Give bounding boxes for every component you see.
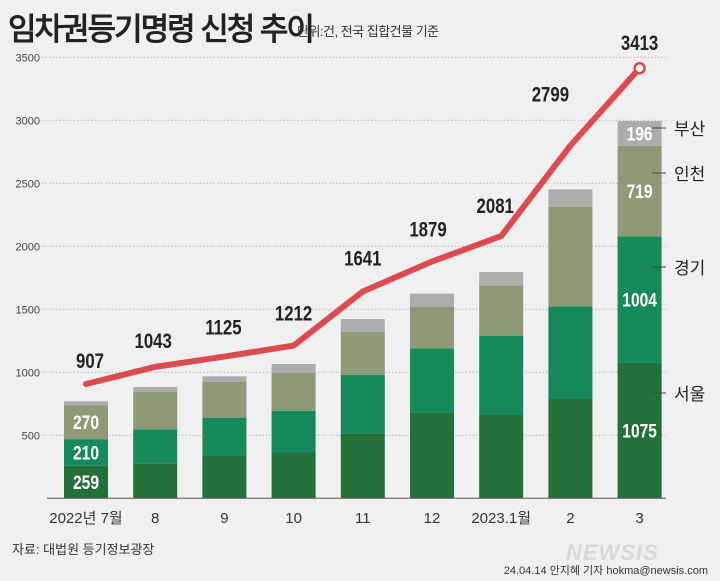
- line-data-label: 3413: [621, 33, 658, 56]
- bar-segment-인천: [64, 405, 108, 440]
- x-tick-label: 10: [285, 510, 302, 527]
- legend-label-서울: 서울: [674, 385, 705, 404]
- legend-label-인천: 인천: [674, 165, 705, 184]
- bar-data-label: 719: [627, 181, 653, 203]
- bar-segment-서울: [340, 433, 385, 499]
- bar-segment-경기: [202, 417, 247, 456]
- x-tick-label: 2022년 7월: [49, 510, 122, 527]
- bar-segment-경기: [617, 236, 662, 363]
- bar-segment-인천: [548, 206, 593, 307]
- bar-segment-부산: [202, 376, 247, 383]
- bar-segment-경기: [410, 348, 454, 413]
- x-tick-label: 3: [635, 510, 643, 527]
- bar-segment-서울: [617, 362, 662, 499]
- y-tick-label: 500: [22, 430, 40, 442]
- line-data-label: 907: [76, 350, 104, 373]
- bar-segment-서울: [202, 455, 247, 499]
- bar-segment-서울: [271, 452, 316, 499]
- bar-segment-서울: [410, 412, 454, 499]
- bar-segment-서울: [133, 463, 178, 499]
- bar-segment-부산: [271, 363, 316, 373]
- x-tick-label: 2023.1월: [471, 510, 531, 527]
- bar-segment-인천: [133, 391, 178, 430]
- bar-data-label: 1004: [622, 289, 657, 311]
- bar-segment-부산: [64, 401, 108, 406]
- x-tick-label: 11: [355, 510, 371, 527]
- bar-segment-부산: [340, 319, 385, 332]
- bar-segment-부산: [410, 293, 454, 307]
- bar-segment-인천: [202, 382, 247, 418]
- bar-segment-경기: [548, 306, 593, 400]
- bar-segment-인천: [410, 306, 454, 349]
- bar-data-label: 259: [73, 471, 99, 493]
- bar-segment-경기: [479, 335, 524, 416]
- bar-data-label: 1075: [622, 420, 657, 442]
- bar-segment-경기: [64, 439, 108, 466]
- y-tick-label: 3000: [16, 115, 40, 127]
- bar-segment-인천: [479, 285, 524, 336]
- line-data-label: 2081: [477, 195, 515, 218]
- y-tick-label: 2500: [16, 178, 40, 190]
- bar-segment-인천: [340, 331, 385, 375]
- line-data-label: 2799: [532, 84, 569, 107]
- line-end-marker: [633, 62, 646, 75]
- unit-note: 단위:건, 전국 집합건물 기준: [297, 24, 439, 39]
- bar-data-label: 196: [627, 123, 653, 145]
- x-tick-label: 2: [566, 510, 574, 527]
- bar-segment-인천: [617, 145, 662, 237]
- bar-data-label: 210: [73, 442, 99, 464]
- bar-segment-부산: [617, 121, 662, 146]
- bar-data-label: 270: [73, 412, 99, 434]
- line-data-label: 1879: [409, 219, 446, 242]
- source-note: 자료: 대법원 등기정보광장: [12, 542, 155, 557]
- y-tick-label: 1000: [16, 367, 40, 379]
- bar-segment-부산: [479, 272, 524, 286]
- bar-segment-서울: [479, 415, 524, 499]
- bar-segment-서울: [548, 399, 593, 499]
- y-tick-label: 2000: [16, 241, 40, 253]
- y-tick-label: 3500: [16, 52, 40, 64]
- legend-label-경기: 경기: [674, 259, 705, 278]
- bar-segment-경기: [271, 410, 316, 453]
- x-tick-label: 12: [424, 510, 441, 527]
- total-line: [83, 65, 643, 388]
- x-tick-label: 8: [151, 510, 159, 527]
- line-data-label: 1212: [275, 303, 312, 326]
- legend-label-부산: 부산: [674, 120, 706, 139]
- line-data-label: 1125: [205, 317, 242, 340]
- credit-line: 24.04.14 안지혜 기자 hokma@newsis.com: [503, 565, 708, 577]
- chart-title: 임차권등기명령 신청 추이: [8, 12, 315, 47]
- x-tick-label: 9: [220, 510, 228, 527]
- bar-segment-인천: [271, 372, 316, 411]
- line-data-label: 1641: [344, 248, 382, 271]
- bar-segment-부산: [133, 387, 178, 392]
- bar-segment-서울: [64, 465, 108, 499]
- bar-segment-경기: [340, 374, 385, 434]
- bar-segment-경기: [133, 429, 178, 464]
- bar-segment-부산: [548, 189, 593, 207]
- y-tick-label: 1500: [16, 304, 40, 316]
- watermark-logo: NEWSIS: [566, 540, 659, 565]
- line-data-label: 1043: [135, 330, 172, 353]
